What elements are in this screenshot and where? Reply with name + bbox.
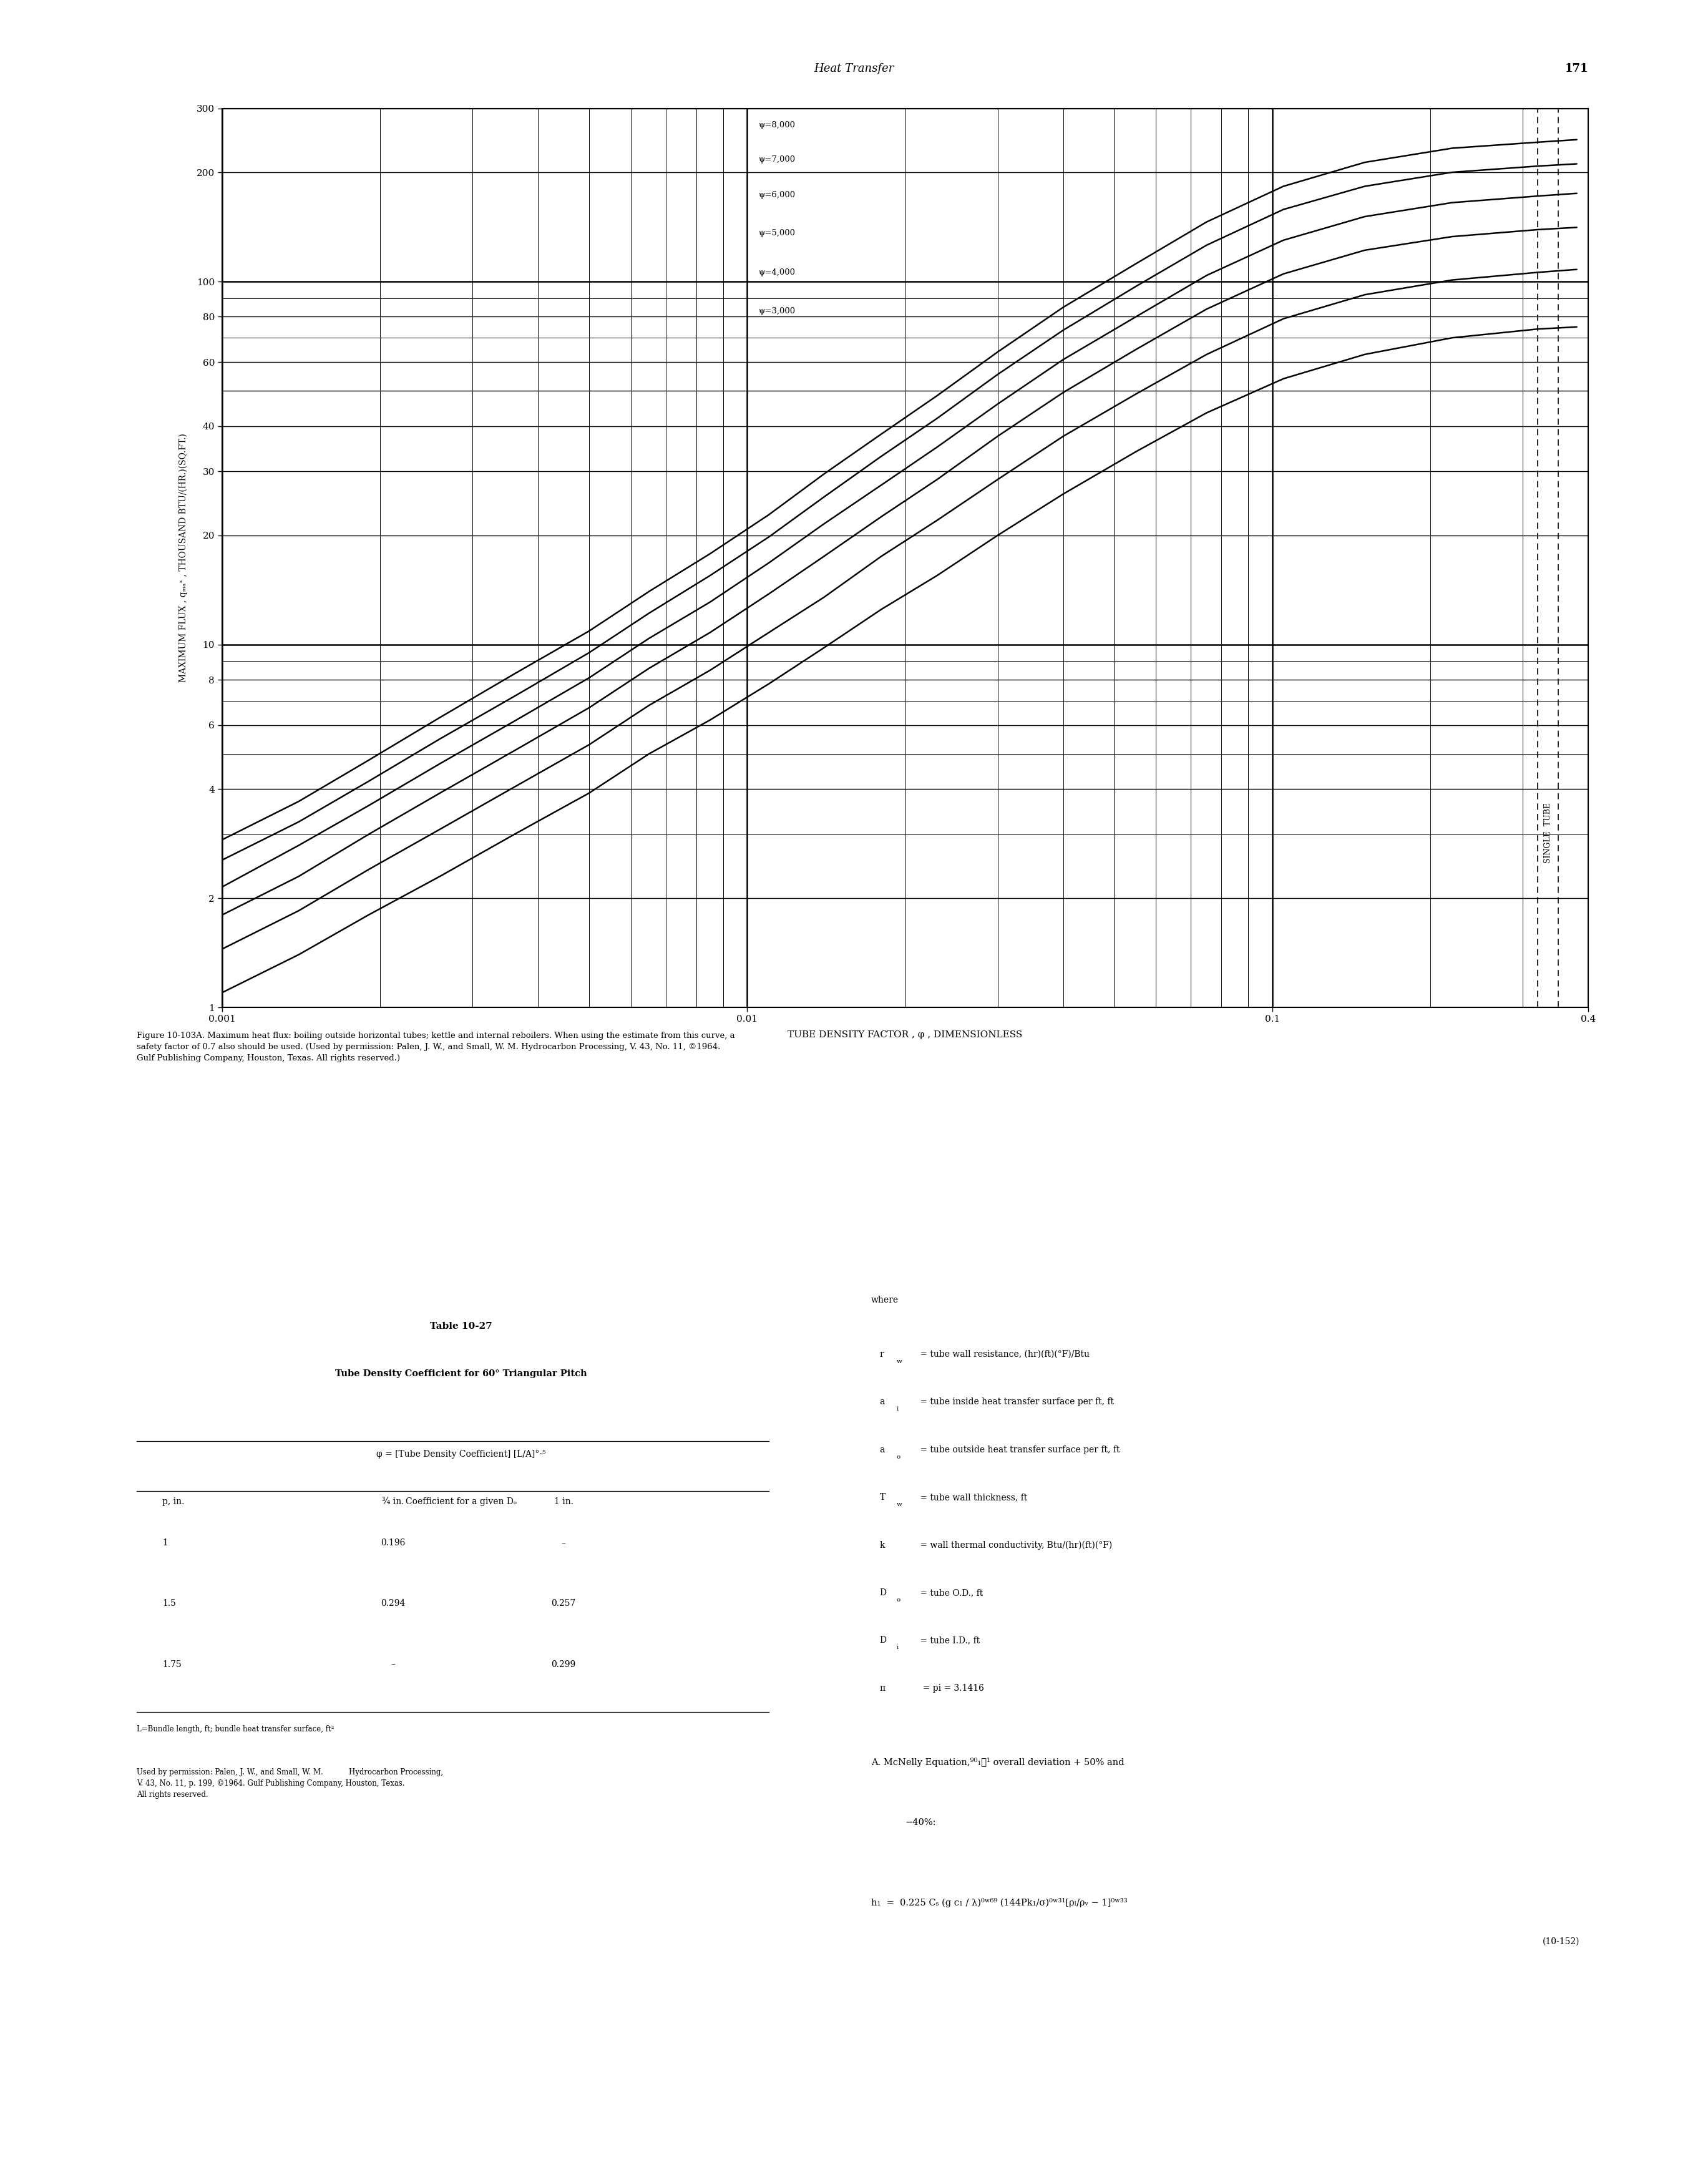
Text: where: where [871,1296,898,1305]
Text: a: a [880,1445,885,1454]
Text: ψ=7,000: ψ=7,000 [758,156,796,163]
Text: Figure 10-103A. Maximum heat flux: boiling outside horizontal tubes; kettle and : Figure 10-103A. Maximum heat flux: boili… [137,1031,734,1062]
Text: 1.75: 1.75 [162,1660,181,1669]
Text: D: D [880,1588,886,1597]
Text: A. McNelly Equation,⁹⁰₁ᶀ¹ overall deviation + 50% and: A. McNelly Equation,⁹⁰₁ᶀ¹ overall deviat… [871,1757,1124,1766]
Text: Heat Transfer: Heat Transfer [815,63,893,74]
Text: D: D [880,1636,886,1645]
Text: = tube I.D., ft: = tube I.D., ft [917,1636,980,1645]
Text: = tube inside heat transfer surface per ft, ft: = tube inside heat transfer surface per … [917,1398,1114,1406]
Text: = pi = 3.1416: = pi = 3.1416 [917,1684,984,1692]
Text: i: i [897,1645,898,1651]
Text: –: – [562,1539,565,1547]
Y-axis label: MAXIMUM FLUX , qₘₐˣ , THOUSAND BTU/(HR.)(SQ.FT.): MAXIMUM FLUX , qₘₐˣ , THOUSAND BTU/(HR.)… [179,433,188,683]
Text: T: T [880,1493,885,1502]
Text: o: o [897,1454,900,1461]
Text: Table 10-27: Table 10-27 [430,1322,492,1331]
Text: L=Bundle length, ft; bundle heat transfer surface, ft²: L=Bundle length, ft; bundle heat transfe… [137,1725,335,1734]
Text: 0.196: 0.196 [381,1539,405,1547]
Text: 0.294: 0.294 [381,1599,405,1608]
Text: φ = [Tube Density Coefficient] [L/A]°⋅⁵: φ = [Tube Density Coefficient] [L/A]°⋅⁵ [376,1450,547,1458]
Text: o: o [897,1597,900,1604]
Text: 0.257: 0.257 [552,1599,576,1608]
Text: = wall thermal conductivity, Btu/(hr)(ft)(°F): = wall thermal conductivity, Btu/(hr)(ft… [917,1541,1112,1549]
Text: ψ=4,000: ψ=4,000 [758,269,796,277]
Text: ¾ in.: ¾ in. [383,1497,403,1506]
Text: Tube Density Coefficient for 60° Triangular Pitch: Tube Density Coefficient for 60° Triangu… [335,1370,588,1378]
Text: a: a [880,1398,885,1406]
Text: i: i [897,1406,898,1413]
Text: p, in.: p, in. [162,1497,184,1506]
Text: w: w [897,1359,902,1365]
Text: ψ=8,000: ψ=8,000 [758,121,796,130]
Text: r: r [880,1350,883,1359]
Text: = tube O.D., ft: = tube O.D., ft [917,1588,982,1597]
Text: ψ=5,000: ψ=5,000 [758,230,796,236]
Text: ψ=3,000: ψ=3,000 [758,308,796,314]
Text: Coefficient for a given Dₒ: Coefficient for a given Dₒ [405,1497,518,1506]
Text: SINGLE  TUBE: SINGLE TUBE [1544,802,1553,862]
Text: 1: 1 [162,1539,167,1547]
Text: −40%:: −40%: [905,1818,936,1827]
Text: 0.299: 0.299 [552,1660,576,1669]
Text: –: – [391,1660,395,1669]
X-axis label: TUBE DENSITY FACTOR , φ , DIMENSIONLESS: TUBE DENSITY FACTOR , φ , DIMENSIONLESS [787,1031,1023,1040]
Text: 1 in.: 1 in. [553,1497,574,1506]
Text: 171: 171 [1565,63,1588,74]
Text: w: w [897,1502,902,1508]
Text: = tube wall resistance, (hr)(ft)(°F)/Btu: = tube wall resistance, (hr)(ft)(°F)/Btu [917,1350,1090,1359]
Text: π: π [880,1684,885,1692]
Text: ψ=6,000: ψ=6,000 [758,191,796,199]
Text: (10-152): (10-152) [1542,1937,1580,1946]
Text: h₁  =  0.225 Cₛ (g c₁ / λ)⁰ʷ⁶⁹ (144Pk₁/σ)⁰ʷ³¹[ρₗ/ρᵥ − 1]⁰ʷ³³: h₁ = 0.225 Cₛ (g c₁ / λ)⁰ʷ⁶⁹ (144Pk₁/σ)⁰… [871,1898,1127,1907]
Text: Used by permission: Palen, J. W., and Small, W. M.           Hydrocarbon Process: Used by permission: Palen, J. W., and Sm… [137,1768,442,1799]
Text: = tube outside heat transfer surface per ft, ft: = tube outside heat transfer surface per… [917,1445,1120,1454]
Text: k: k [880,1541,885,1549]
Text: = tube wall thickness, ft: = tube wall thickness, ft [917,1493,1027,1502]
Text: 1.5: 1.5 [162,1599,176,1608]
